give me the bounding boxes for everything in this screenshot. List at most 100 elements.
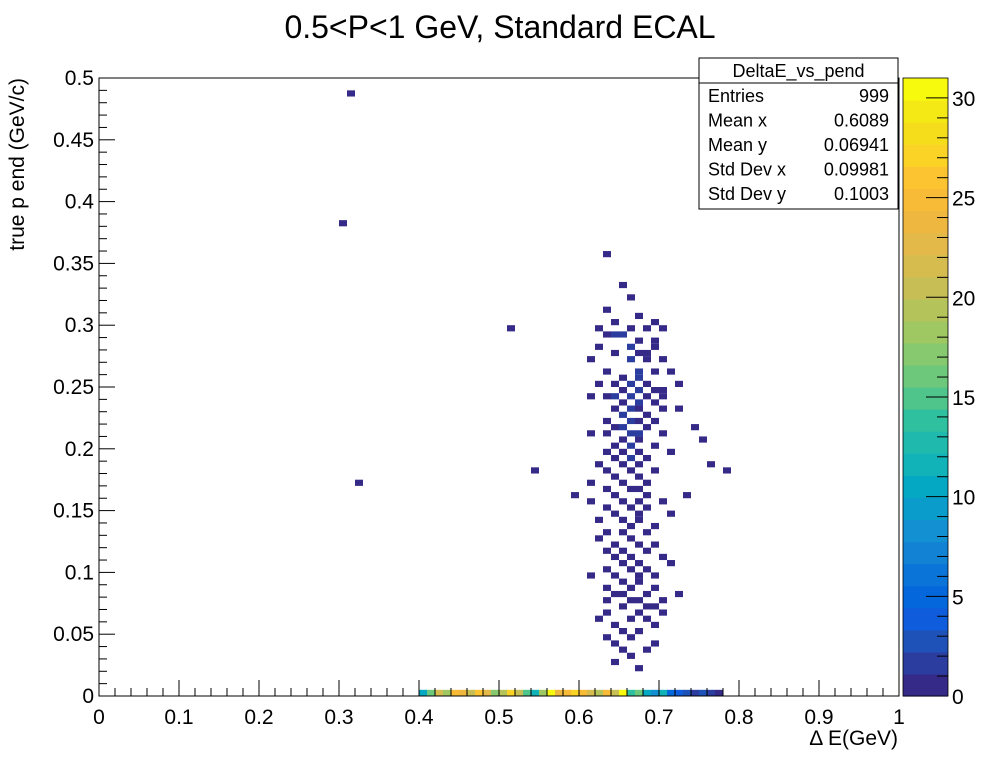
heatmap-bin (659, 356, 667, 363)
heatmap-bins (339, 90, 731, 696)
heatmap-bin (659, 387, 667, 394)
heatmap-bin (603, 368, 611, 375)
stats-value: 0.09981 (824, 160, 889, 180)
heatmap-bin (683, 689, 691, 696)
color-scale-label: 5 (952, 586, 964, 609)
heatmap-bin (659, 325, 667, 332)
heatmap-bin (635, 399, 643, 406)
heatmap-bin (627, 393, 635, 400)
color-scale-segment (903, 475, 948, 498)
heatmap-bin (635, 597, 643, 604)
heatmap-bin (651, 442, 659, 449)
heatmap-bin (627, 597, 635, 604)
heatmap-bin (659, 597, 667, 604)
heatmap-bin (603, 504, 611, 511)
heatmap-bin (691, 689, 699, 696)
heatmap-bin (635, 609, 643, 616)
heatmap-bin (603, 331, 611, 338)
heatmap-bin (587, 498, 595, 505)
heatmap-bin (619, 560, 627, 567)
heatmap-bin (619, 646, 627, 653)
heatmap-bin (635, 578, 643, 585)
heatmap-bin (643, 603, 651, 610)
heatmap-bin (595, 689, 603, 696)
heatmap-bin (635, 628, 643, 635)
heatmap-bin (659, 393, 667, 400)
x-tick-label: 0.6 (564, 706, 593, 729)
heatmap-bin (627, 652, 635, 659)
heatmap-bin (635, 312, 643, 320)
color-scale-label: 0 (952, 686, 964, 709)
heatmap-bin (675, 689, 683, 696)
heatmap-bin (635, 337, 643, 344)
color-scale-segment (903, 122, 948, 145)
heatmap-bin (611, 331, 619, 338)
heatmap-bin (635, 665, 643, 672)
heatmap-bin (619, 411, 627, 418)
heatmap-bin (355, 479, 363, 486)
stats-label: Entries (708, 86, 764, 106)
heatmap-bin (619, 479, 627, 486)
heatmap-bin (659, 689, 667, 696)
x-axis-title: Δ E(GeV) (809, 727, 898, 750)
heatmap-bin (651, 522, 659, 530)
heatmap-bin (619, 387, 627, 394)
heatmap-bin (611, 689, 619, 696)
heatmap-bin (611, 553, 619, 561)
y-tick-label: 0.4 (65, 191, 95, 214)
color-scale-segment (903, 188, 948, 212)
color-scale-segment (903, 342, 948, 366)
heatmap-bin (635, 417, 643, 425)
heatmap-bin (611, 380, 619, 387)
color-scale-segment (903, 364, 948, 388)
heatmap-bin (627, 634, 635, 641)
heatmap-bin (675, 380, 683, 387)
heatmap-bin (627, 522, 635, 530)
x-tick-label: 0.5 (484, 706, 513, 729)
heatmap-bin (587, 393, 595, 400)
heatmap-bin (627, 467, 635, 474)
heatmap-bin (611, 405, 619, 412)
heatmap-bin (571, 492, 579, 499)
heatmap-bin (707, 461, 715, 468)
color-scale-label: 10 (952, 487, 975, 510)
heatmap-bin (619, 331, 627, 338)
x-tick-label: 0.7 (644, 706, 673, 729)
heatmap-bin (611, 510, 619, 517)
y-tick-label: 0.1 (65, 561, 94, 584)
heatmap-bin (643, 424, 651, 431)
heatmap-bin (611, 442, 619, 449)
stats-label: Mean y (708, 135, 767, 155)
heatmap-bin (619, 529, 627, 536)
heatmap-bin (603, 609, 611, 616)
heatmap-bin (667, 448, 675, 455)
color-scale-segment (903, 431, 948, 454)
heatmap-bin (603, 448, 611, 455)
heatmap-bin (547, 689, 555, 696)
heatmap-bin (587, 689, 595, 696)
x-axis: 0 0.1 0.2 0.3 0.4 0.5 0.6 0.7 0.8 0.9 1 (93, 680, 905, 729)
heatmap-bin (699, 689, 707, 696)
heatmap-bin (419, 689, 427, 696)
heatmap-bin (651, 584, 659, 591)
heatmap-bin (643, 380, 651, 387)
y-tick-label: 0.15 (53, 500, 94, 523)
heatmap-bin (587, 430, 595, 437)
heatmap-bin (611, 424, 619, 431)
heatmap-bin (611, 492, 619, 499)
heatmap-bin (619, 628, 627, 635)
heatmap-bin (635, 368, 643, 375)
heatmap-bin (555, 689, 563, 696)
y-tick-label: 0.35 (53, 252, 94, 275)
heatmap-bin (587, 572, 595, 579)
heatmap-bin (595, 380, 603, 387)
heatmap-bin (619, 603, 627, 610)
color-scale-segment (903, 320, 948, 344)
color-scale-segment (903, 519, 948, 543)
color-scale-segment (903, 629, 948, 653)
x-tick-label: 0.9 (804, 706, 833, 729)
heatmap-bin (643, 646, 651, 653)
heatmap-bin (579, 689, 587, 696)
heatmap-bin (627, 430, 635, 437)
stats-value: 0.06941 (824, 135, 889, 155)
